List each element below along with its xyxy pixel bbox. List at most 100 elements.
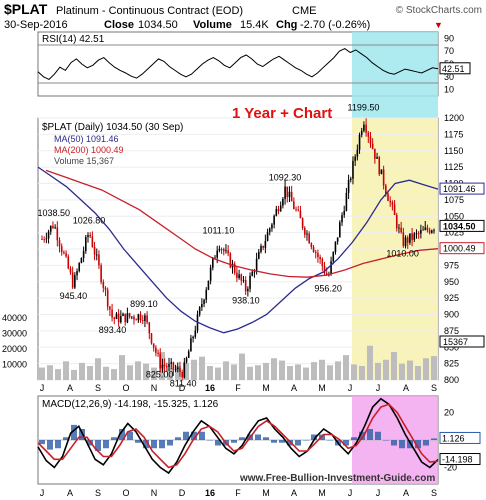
candle-body [260, 245, 262, 252]
x-tick-label: J [348, 383, 353, 393]
macd-value-badge [439, 431, 481, 444]
x-tick-label: A [291, 488, 297, 498]
candle-body [212, 257, 214, 268]
candle-body [185, 357, 188, 363]
candle-body [363, 124, 365, 131]
candle-body [295, 208, 297, 210]
volume-bar [255, 365, 261, 380]
macd-histogram-bar [391, 440, 397, 446]
volume-bar [207, 366, 213, 380]
close-value: 1034.50 [138, 19, 178, 31]
x-tick-label: A [403, 488, 409, 498]
candle-body [214, 257, 216, 259]
right-value-badge [439, 219, 485, 232]
x-tick-label: M [318, 383, 326, 393]
candle-body [100, 265, 102, 282]
candle-body [60, 246, 63, 253]
price-tick-label: 900 [444, 310, 459, 320]
candle-body [356, 149, 359, 157]
right-value-badge [439, 242, 485, 255]
volume-tick-label: 20000 [2, 344, 27, 354]
candle-body [424, 227, 427, 230]
macd-histogram-bar [159, 440, 165, 449]
candle-body [93, 246, 96, 255]
volume-bar [407, 360, 413, 380]
candle-body [417, 232, 420, 234]
price-panel: $PLAT (Daily) 1034.50 (30 Sep) MA(50) 10… [2, 102, 485, 389]
candle-body [150, 333, 153, 344]
candle-body [334, 241, 337, 252]
macd-histogram-bar [95, 440, 101, 451]
volume-bar [47, 365, 53, 380]
candle-body [358, 134, 361, 150]
x-tick-label: D [179, 488, 186, 498]
macd-histogram-bar [119, 429, 125, 440]
volume-bar [103, 366, 109, 380]
volume-bar [175, 366, 181, 380]
candle-body [190, 338, 192, 352]
x-tick-label: 16 [205, 488, 215, 498]
candle-body [402, 232, 405, 246]
candle-body [159, 354, 162, 369]
volume-bar [375, 362, 381, 380]
candle-body [63, 252, 65, 254]
volume-bar [359, 366, 365, 380]
candle-body [54, 227, 56, 229]
candle-body [157, 352, 159, 355]
candle-body [330, 261, 332, 275]
price-tick-label: 1050 [444, 211, 464, 221]
volume-bar [143, 363, 149, 380]
price-annotation: 899.10 [130, 299, 158, 309]
candle-body [433, 230, 435, 232]
candle-body [84, 237, 87, 251]
price-tick-label: 800 [444, 375, 459, 385]
candle-body [310, 243, 313, 248]
macd-histogram-bar [207, 440, 213, 441]
x-tick-label: N [151, 383, 158, 393]
candle-body [391, 202, 394, 205]
candle-body [104, 287, 107, 290]
price-tick-label: 1075 [444, 195, 464, 205]
candle-body [233, 263, 236, 273]
candle-body [277, 209, 280, 212]
candle-body [378, 157, 381, 175]
price-legend: $PLAT (Daily) 1034.50 (30 Sep) [42, 122, 183, 133]
candle-body [317, 253, 319, 258]
candle-body [207, 280, 210, 290]
macd-signal-line [37, 403, 439, 469]
x-tick-label: A [67, 383, 73, 393]
candle-body [404, 237, 407, 246]
candle-body [354, 156, 356, 161]
candle-body [312, 247, 315, 253]
volume-bar [191, 359, 197, 380]
chg-label: Chg [276, 19, 297, 31]
candle-body [220, 249, 223, 250]
macd-histogram-bar [199, 431, 205, 440]
candle-body [422, 229, 424, 231]
candle-body [393, 204, 396, 215]
candle-body [170, 362, 173, 364]
macd-histogram-bar [63, 437, 69, 440]
candle-body [163, 364, 166, 367]
candle-body [400, 227, 402, 233]
rsi-price-bridge-highlight [352, 96, 438, 118]
candle-body [360, 130, 363, 135]
candle-body [183, 362, 186, 378]
candle-body [376, 157, 378, 159]
x-tick-label: O [122, 383, 129, 393]
volume-bar [239, 353, 245, 380]
date-label: 30-Sep-2016 [4, 19, 68, 31]
candle-body [406, 237, 409, 243]
volume-bar [335, 361, 341, 380]
candle-body [229, 253, 232, 268]
macd-tick-label: -20 [444, 463, 457, 473]
macd-histogram-bar [103, 440, 109, 449]
macd-histogram-bar [239, 437, 245, 440]
right-value-badge [439, 182, 485, 195]
candle-body [174, 369, 177, 370]
volume-tick-label: 10000 [2, 359, 27, 369]
candle-body [244, 279, 247, 292]
ma50-line [37, 166, 439, 334]
candle-body [47, 231, 50, 239]
candle-body [74, 275, 76, 288]
